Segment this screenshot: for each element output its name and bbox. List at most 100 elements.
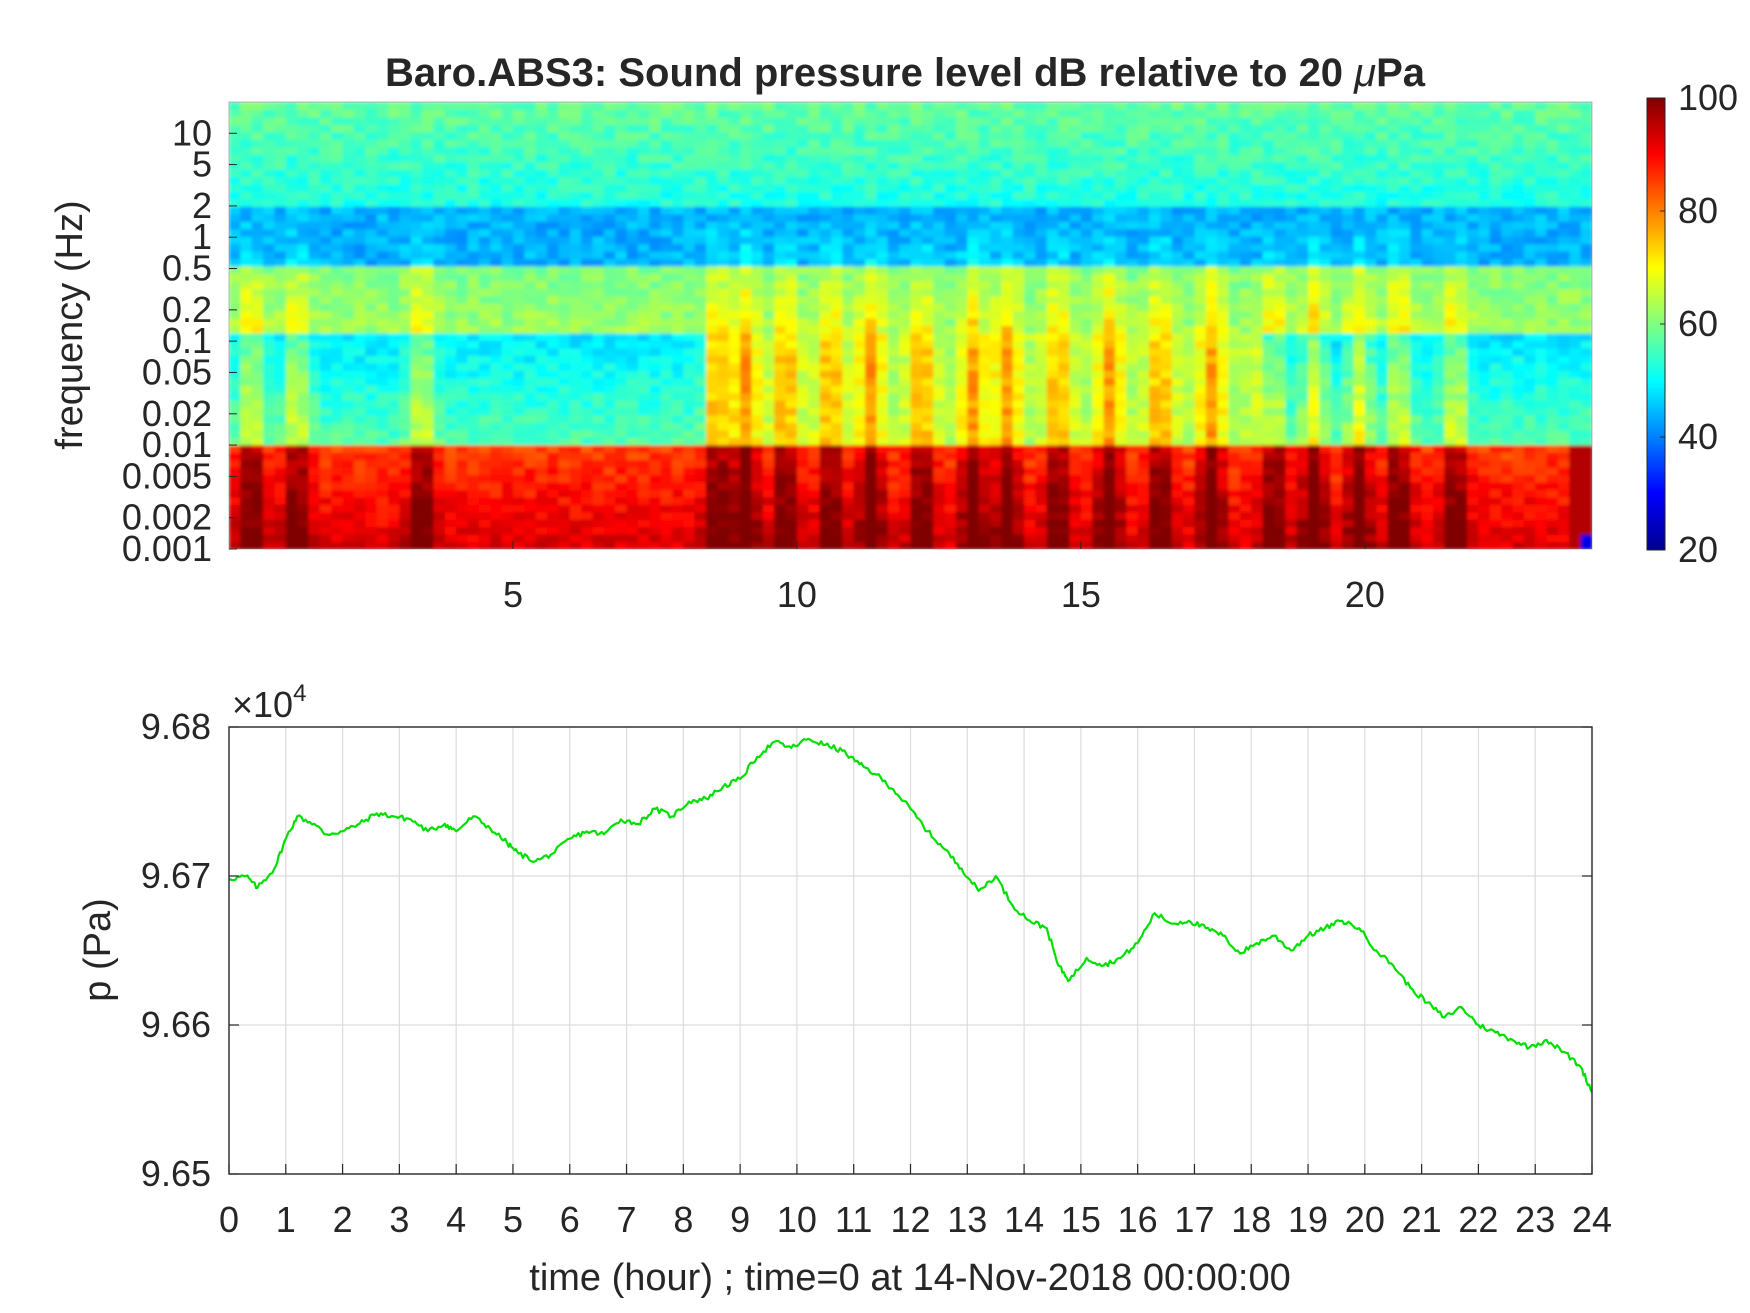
spectrogram-cell bbox=[1001, 400, 1014, 409]
spectrogram-cell bbox=[899, 340, 912, 349]
spectrogram-cell bbox=[955, 355, 968, 364]
spectrogram-cell bbox=[865, 541, 878, 549]
spectrogram-cell bbox=[1001, 139, 1014, 148]
spectrogram-cell bbox=[660, 467, 673, 476]
spectrogram-cell bbox=[910, 534, 923, 543]
spectrogram-cell bbox=[444, 340, 457, 349]
spectrogram-cell bbox=[967, 303, 980, 312]
spectrogram-cell bbox=[399, 422, 412, 431]
spectrogram-cell bbox=[785, 303, 798, 312]
spectrogram-cell bbox=[1171, 541, 1184, 549]
spectrogram-cell bbox=[433, 280, 446, 289]
spectrogram-cell bbox=[501, 481, 514, 490]
spectrogram-cell bbox=[263, 541, 276, 549]
spectrogram-cell bbox=[592, 198, 605, 207]
spectrogram-cell bbox=[410, 496, 423, 505]
spectrogram-cell bbox=[899, 325, 912, 334]
spectrogram-cell bbox=[331, 377, 344, 386]
spectrogram-cell bbox=[740, 452, 753, 461]
spectrogram-cell bbox=[376, 400, 389, 409]
spectrogram-cell bbox=[535, 124, 548, 133]
spectrogram-cell bbox=[342, 519, 355, 528]
spectrogram-cell bbox=[990, 377, 1002, 386]
spectrogram-cell bbox=[1069, 474, 1082, 483]
spectrogram-cell bbox=[1058, 258, 1071, 267]
spectrogram-cell bbox=[422, 251, 435, 260]
spectrogram-cell bbox=[967, 124, 980, 133]
spectrogram-cell bbox=[331, 176, 344, 185]
spectrogram-cell bbox=[308, 534, 321, 543]
spectrogram-cell bbox=[626, 109, 639, 118]
spectrogram-cell bbox=[229, 392, 241, 401]
spectrogram-cell bbox=[876, 467, 889, 476]
spectrogram-cell bbox=[819, 519, 832, 528]
spectrogram-cell bbox=[319, 131, 332, 140]
spectrogram-cell bbox=[1160, 437, 1173, 446]
spectrogram-cell bbox=[1024, 161, 1037, 170]
spectrogram-cell bbox=[490, 429, 503, 438]
spectrogram-cell bbox=[353, 541, 366, 549]
spectrogram-cell bbox=[808, 332, 821, 341]
spectrogram-cell bbox=[762, 295, 775, 304]
spectrogram-cell bbox=[592, 251, 605, 260]
spectrogram-cell bbox=[910, 355, 923, 364]
spectrogram-cell bbox=[592, 169, 605, 178]
spectrogram-cell bbox=[899, 519, 912, 528]
spectrogram-cell bbox=[808, 310, 821, 319]
spectrogram-cell bbox=[683, 273, 696, 282]
spectrogram-cell bbox=[319, 318, 332, 327]
spectrogram-cell bbox=[365, 437, 378, 446]
spectrogram-cell bbox=[569, 131, 582, 140]
spectrogram-cell bbox=[240, 169, 253, 178]
spectrogram-cell bbox=[717, 131, 730, 140]
spectrogram-cell bbox=[1092, 169, 1105, 178]
spectrogram-cell bbox=[830, 191, 843, 200]
spectrogram-cell bbox=[1035, 221, 1048, 230]
spectrogram-cell bbox=[1149, 355, 1161, 364]
spectrogram-cell bbox=[967, 265, 980, 274]
spectrogram-cell bbox=[285, 385, 298, 394]
spectrogram-cell bbox=[569, 102, 582, 111]
spectrogram-cell bbox=[1103, 243, 1116, 252]
spectrogram-cell bbox=[1114, 534, 1127, 543]
spectrogram-cell bbox=[728, 116, 741, 125]
spectrogram-cell bbox=[1126, 183, 1139, 192]
spectrogram-cell bbox=[637, 504, 650, 513]
spectrogram-cell bbox=[887, 228, 900, 237]
spectrogram-cell bbox=[808, 213, 821, 222]
spectrogram-cell bbox=[694, 392, 707, 401]
spectrogram-cell bbox=[353, 154, 366, 163]
spectrogram-cell bbox=[319, 288, 332, 297]
spectrogram-cell bbox=[1046, 414, 1059, 423]
spectrogram-cell bbox=[478, 228, 491, 237]
spectrogram-cell bbox=[967, 526, 980, 535]
spectrogram-cell bbox=[263, 340, 276, 349]
spectrogram-cell bbox=[1114, 131, 1127, 140]
spectrogram-cell bbox=[1058, 146, 1071, 155]
spectrogram-cell bbox=[990, 191, 1002, 200]
spectrogram-cell bbox=[978, 474, 991, 483]
spectrogram-cell bbox=[331, 191, 344, 200]
spectrogram-cell bbox=[660, 236, 673, 245]
spectrogram-cell bbox=[512, 206, 525, 215]
spectrogram-cell bbox=[785, 340, 798, 349]
spectrogram-cell bbox=[319, 228, 332, 237]
spectrogram-cell bbox=[308, 347, 321, 356]
spectrogram-cell bbox=[887, 154, 900, 163]
spectrogram-cell bbox=[444, 318, 457, 327]
spectrogram-cell bbox=[285, 280, 298, 289]
spectrogram-cell bbox=[910, 191, 923, 200]
spectrogram-cell bbox=[478, 280, 491, 289]
spectrogram-cell bbox=[819, 534, 832, 543]
spectrogram-cell bbox=[297, 280, 310, 289]
spectrogram-cell bbox=[740, 325, 753, 334]
spectrogram-cell bbox=[456, 541, 469, 549]
spectrogram-cell bbox=[717, 452, 730, 461]
spectrogram-cell bbox=[422, 377, 435, 386]
spectrogram-cell bbox=[842, 467, 855, 476]
spectrogram-cell bbox=[547, 213, 559, 222]
spectrogram-cell bbox=[512, 504, 525, 513]
spectrogram-cell bbox=[444, 422, 457, 431]
spectrogram-cell bbox=[331, 481, 344, 490]
spectrogram-cell bbox=[865, 213, 878, 222]
